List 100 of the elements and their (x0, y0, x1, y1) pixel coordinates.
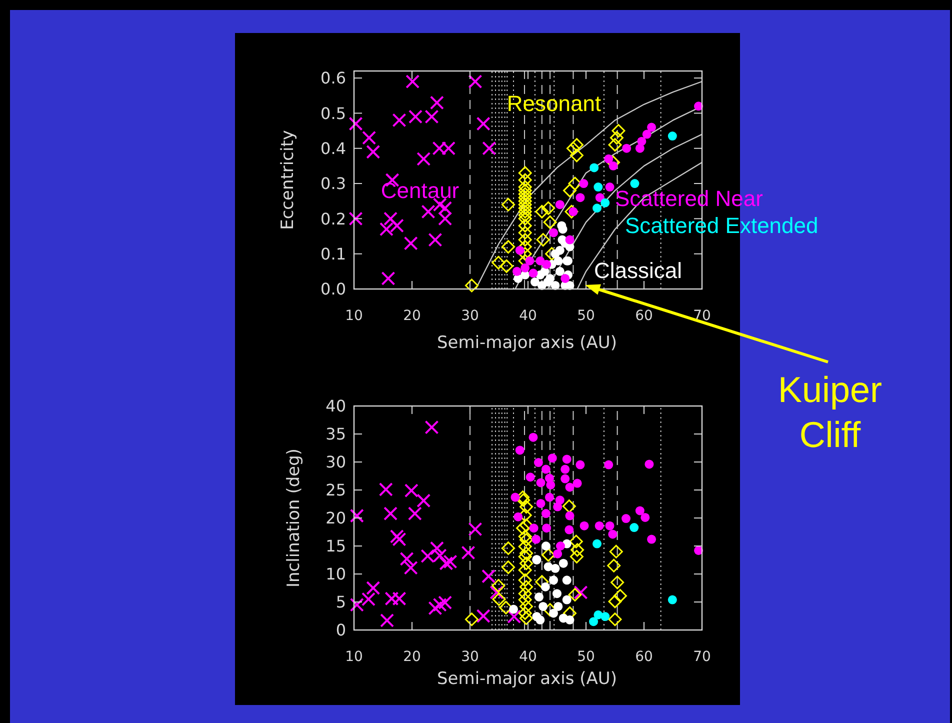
x-tick-label: 30 (461, 308, 479, 324)
point (548, 454, 557, 463)
point (572, 478, 582, 488)
point (515, 446, 524, 455)
point (647, 122, 656, 132)
point (509, 604, 518, 614)
point (518, 204, 532, 218)
point (635, 506, 644, 516)
point (424, 110, 439, 124)
point (536, 498, 546, 508)
point (541, 542, 550, 550)
point (555, 200, 564, 210)
point (535, 204, 549, 218)
point (520, 580, 534, 594)
point (518, 606, 532, 620)
point (518, 586, 532, 600)
point (512, 266, 522, 276)
point (416, 152, 431, 166)
point (605, 182, 614, 192)
point (461, 546, 476, 560)
point (430, 96, 444, 110)
point (502, 198, 516, 212)
point (535, 575, 549, 589)
y-tick-label: 10 (326, 564, 346, 584)
point (428, 601, 442, 616)
point (525, 256, 534, 266)
point (348, 116, 363, 131)
point (499, 600, 513, 614)
x-axis-title: Semi-major axis (AU) (437, 333, 617, 353)
point (640, 512, 650, 522)
point (518, 166, 532, 180)
point (534, 458, 543, 468)
point (647, 534, 656, 544)
point (392, 592, 406, 606)
point (576, 193, 585, 202)
point (384, 212, 398, 226)
x-axis-title: Semi-major axis (AU) (437, 669, 617, 689)
point (416, 494, 431, 508)
point (563, 184, 577, 198)
point (520, 533, 534, 547)
point (350, 508, 364, 523)
point (518, 240, 532, 254)
y-tick-label: 35 (326, 424, 346, 444)
x-tick-label: 20 (403, 649, 421, 665)
point (518, 573, 532, 587)
point (538, 602, 548, 611)
point (380, 613, 394, 628)
point (600, 612, 610, 622)
point (518, 190, 532, 204)
point (464, 278, 478, 292)
x-tick-label: 60 (635, 308, 653, 324)
point (516, 521, 530, 535)
point (381, 271, 396, 286)
point (384, 506, 398, 521)
point (610, 576, 624, 590)
point (565, 511, 574, 520)
point (558, 558, 568, 568)
point (528, 268, 538, 278)
x-tick-label: 50 (577, 649, 595, 665)
x-tick-label: 40 (519, 649, 537, 665)
point (554, 256, 563, 266)
point (529, 524, 538, 533)
y-tick-label: 0.0 (320, 280, 346, 299)
point (404, 560, 418, 575)
point (490, 585, 504, 600)
point (612, 124, 626, 138)
point (536, 233, 550, 247)
point (518, 187, 532, 201)
point (520, 611, 534, 625)
point (668, 132, 677, 141)
x-tick-label: 50 (577, 308, 595, 324)
x-tick-label: 70 (693, 308, 711, 324)
point (540, 582, 550, 592)
point (608, 138, 622, 152)
point (432, 598, 447, 612)
point (400, 552, 414, 566)
point (562, 499, 576, 513)
point (589, 617, 598, 626)
y-tick-label: 30 (326, 452, 346, 472)
point (542, 201, 556, 215)
point (542, 260, 552, 269)
point (520, 546, 534, 560)
point (549, 576, 558, 585)
point (421, 204, 436, 219)
point (518, 563, 532, 577)
y-axis-title: Eccentricity (278, 130, 298, 230)
point (635, 144, 644, 153)
point (507, 610, 522, 624)
point (430, 541, 444, 556)
x-tick-label: 30 (461, 649, 479, 665)
point (560, 464, 570, 474)
point (565, 615, 574, 624)
point (518, 540, 532, 554)
point (608, 530, 618, 539)
point (510, 492, 520, 502)
point (518, 226, 532, 240)
point (518, 247, 532, 261)
point (668, 595, 677, 604)
point (630, 179, 640, 188)
point (552, 589, 562, 598)
